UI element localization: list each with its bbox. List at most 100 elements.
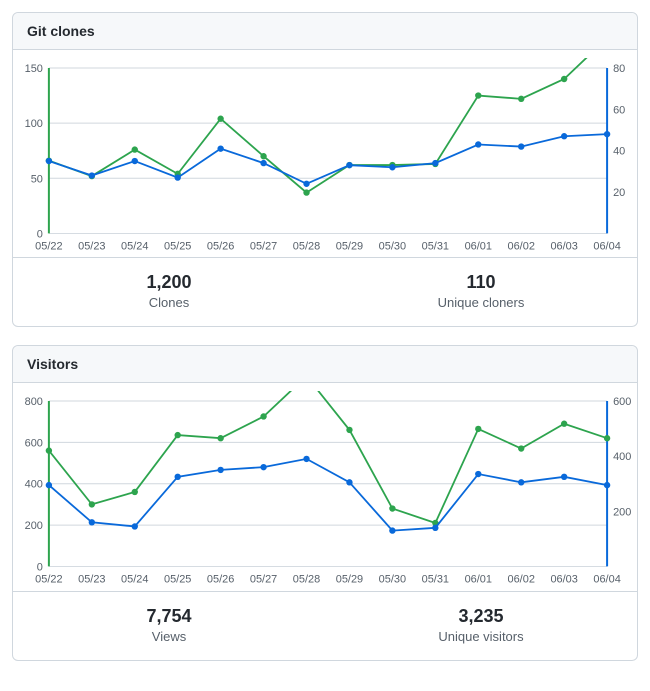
- series-point-unique_cloners: [132, 158, 138, 164]
- x-axis-label: 06/03: [550, 240, 577, 252]
- x-axis-label: 06/02: [508, 240, 535, 252]
- series-point-unique_cloners: [604, 131, 610, 137]
- x-axis-label: 06/04: [593, 240, 620, 252]
- series-point-views: [89, 502, 95, 508]
- stat-label: Unique visitors: [333, 629, 629, 644]
- series-point-views: [518, 446, 524, 452]
- chart-container: 0501001502040608005/2205/2305/2405/2505/…: [13, 50, 637, 257]
- series-point-views: [346, 427, 352, 433]
- series-point-unique_cloners: [561, 133, 567, 139]
- series-point-views: [260, 414, 266, 420]
- series-point-unique_cloners: [260, 160, 266, 166]
- series-point-unique_cloners: [389, 164, 395, 170]
- traffic-chart: 0501001502040608005/2205/2305/2405/2505/…: [13, 58, 637, 257]
- series-point-unique_cloners: [518, 143, 524, 149]
- series-point-clones: [561, 76, 567, 82]
- series-point-views: [604, 435, 610, 441]
- series-point-unique_visitors: [175, 474, 181, 480]
- stat-block: 3,235 Unique visitors: [325, 592, 637, 660]
- series-point-unique_cloners: [475, 141, 481, 147]
- x-axis-label: 05/31: [422, 574, 449, 586]
- x-axis-label: 05/29: [336, 574, 363, 586]
- series-point-clones: [132, 146, 138, 152]
- series-point-views: [561, 421, 567, 427]
- y-axis-right-label: 40: [613, 146, 625, 158]
- x-axis-label: 05/22: [35, 574, 62, 586]
- x-axis-label: 05/23: [78, 240, 105, 252]
- x-axis-label: 06/03: [550, 574, 577, 586]
- y-axis-left-label: 0: [37, 228, 43, 240]
- series-point-unique_cloners: [89, 172, 95, 178]
- stat-value: 7,754: [21, 606, 317, 627]
- series-point-unique_cloners: [303, 181, 309, 187]
- y-axis-left-label: 150: [25, 63, 43, 75]
- series-point-clones: [303, 189, 309, 195]
- y-axis-right-label: 400: [613, 451, 631, 463]
- x-axis-label: 06/01: [465, 574, 492, 586]
- series-point-unique_visitors: [604, 482, 610, 488]
- series-point-unique_visitors: [561, 474, 567, 480]
- series-point-views: [132, 489, 138, 495]
- stat-value: 110: [333, 272, 629, 293]
- y-axis-left-label: 50: [31, 173, 43, 185]
- x-axis-label: 05/27: [250, 574, 277, 586]
- x-axis-label: 05/30: [379, 574, 406, 586]
- y-axis-right-label: 200: [613, 507, 631, 519]
- series-point-unique_visitors: [432, 525, 438, 531]
- stat-block: 110Unique cloners: [325, 258, 637, 326]
- series-point-views: [389, 506, 395, 512]
- stat-label: Views: [21, 629, 317, 644]
- series-point-views: [475, 426, 481, 432]
- x-axis-label: 06/01: [465, 240, 492, 252]
- y-axis-left-label: 600: [25, 438, 43, 450]
- series-point-unique_cloners: [346, 162, 352, 168]
- series-point-unique_visitors: [346, 479, 352, 485]
- series-line-unique_visitors: [49, 459, 607, 531]
- series-point-unique_cloners: [46, 158, 52, 164]
- series-point-unique_cloners: [217, 145, 223, 151]
- x-axis-label: 05/26: [207, 574, 234, 586]
- series-point-clones: [260, 153, 266, 159]
- y-axis-left-label: 200: [25, 520, 43, 532]
- series-point-unique_cloners: [432, 160, 438, 166]
- x-axis-label: 05/22: [35, 240, 62, 252]
- series-point-unique_visitors: [518, 479, 524, 485]
- x-axis-label: 05/29: [336, 240, 363, 252]
- y-axis-left-label: 800: [25, 396, 43, 408]
- x-axis-label: 06/02: [508, 574, 535, 586]
- series-point-views: [217, 435, 223, 441]
- series-point-unique_visitors: [89, 519, 95, 525]
- x-axis-label: 05/31: [422, 240, 449, 252]
- y-axis-right-label: 20: [613, 187, 625, 199]
- x-axis-label: 05/28: [293, 240, 320, 252]
- y-axis-right-label: 80: [613, 63, 625, 75]
- x-axis-label: 05/24: [121, 240, 148, 252]
- stats-row: 7,754 Views 3,235 Unique visitors: [13, 591, 637, 660]
- chart-container: 020040060080020040060005/2205/2305/2405/…: [13, 383, 637, 590]
- x-axis-label: 05/25: [164, 574, 191, 586]
- stat-block: 7,754 Views: [13, 592, 325, 660]
- x-axis-label: 05/26: [207, 240, 234, 252]
- series-line-views: [49, 391, 607, 523]
- y-axis-left-label: 100: [25, 118, 43, 130]
- series-point-unique_visitors: [475, 471, 481, 477]
- stat-value: 3,235: [333, 606, 629, 627]
- traffic-chart: 020040060080020040060005/2205/2305/2405/…: [13, 391, 637, 590]
- stat-value: 1,200: [21, 272, 317, 293]
- x-axis-label: 05/23: [78, 574, 105, 586]
- series-point-unique_visitors: [303, 456, 309, 462]
- panel-title: Git clones: [13, 13, 637, 50]
- x-axis-label: 05/28: [293, 574, 320, 586]
- y-axis-right-label: 600: [613, 396, 631, 408]
- series-point-clones: [475, 92, 481, 98]
- series-point-clones: [217, 116, 223, 122]
- stats-panel: Git clones0501001502040608005/2205/2305/…: [12, 12, 638, 327]
- y-axis-left-label: 0: [37, 562, 43, 574]
- series-point-views: [46, 448, 52, 454]
- x-axis-label: 05/27: [250, 240, 277, 252]
- stat-block: 1,200Clones: [13, 258, 325, 326]
- series-point-unique_visitors: [217, 467, 223, 473]
- series-point-unique_visitors: [260, 464, 266, 470]
- panel-title: Visitors: [13, 346, 637, 383]
- series-point-unique_visitors: [132, 524, 138, 530]
